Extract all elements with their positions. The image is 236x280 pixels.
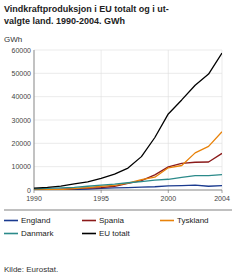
chart: Vindkraftproduksjon i EU totalt og i ut-…: [0, 0, 236, 280]
tick-mark: [34, 190, 35, 193]
tick-label: 50000: [12, 70, 32, 77]
x-axis: 1990 1995 2000 2004: [26, 50, 230, 202]
legend-swatch: [82, 220, 96, 222]
tick-mark: [168, 190, 169, 193]
y-axis: 0 10000 20000 30000 40000 50000 60000: [12, 47, 222, 194]
grid-line: [34, 73, 222, 74]
grid-line: [34, 50, 35, 190]
grid-line: [34, 96, 222, 97]
legend-swatch: [160, 220, 174, 222]
grid-line: [34, 50, 222, 51]
y-axis-label: GWh: [4, 35, 22, 44]
series-line: [34, 175, 222, 189]
tick-label: 40000: [12, 93, 32, 100]
legend-swatch: [4, 233, 18, 235]
legend-label: Tyskland: [177, 216, 209, 225]
legend-label: Spania: [99, 216, 124, 225]
tick-mark: [222, 190, 223, 193]
grid-line: [168, 50, 169, 190]
legend-label: Danmark: [21, 229, 54, 238]
legend: England Spania Tyskland Danmark EU totalt: [4, 216, 209, 238]
tick-label: 0: [27, 187, 31, 194]
separator: [4, 210, 232, 211]
legend-swatch: [82, 233, 96, 235]
tick-label: 10000: [12, 163, 32, 170]
series-line: [34, 53, 222, 188]
title: Vindkraftproduksjon i EU totalt og i ut-: [4, 4, 169, 14]
tick-label: 60000: [12, 47, 32, 54]
series-line: [34, 132, 222, 190]
tick-label: 2004: [214, 195, 230, 202]
lines: [34, 53, 222, 190]
grid-line: [34, 166, 222, 167]
legend-label: EU totalt: [99, 229, 130, 238]
tick-label: 2000: [160, 195, 176, 202]
tick-label: 20000: [12, 140, 32, 147]
legend-swatch: [4, 220, 18, 222]
grid-line: [222, 50, 223, 190]
source: Kilde: Eurostat.: [4, 265, 58, 274]
subtitle: valgte land. 1990-2004. GWh: [4, 16, 125, 26]
grid-line: [101, 50, 102, 190]
tick-mark: [101, 190, 102, 193]
grid-line: [34, 143, 222, 144]
grid-line: [34, 120, 222, 121]
tick-label: 30000: [12, 117, 32, 124]
legend-label: England: [21, 216, 50, 225]
y-axis-line: [34, 50, 35, 190]
tick-label: 1990: [26, 195, 42, 202]
series-line: [34, 153, 222, 190]
tick-label: 1995: [93, 195, 109, 202]
